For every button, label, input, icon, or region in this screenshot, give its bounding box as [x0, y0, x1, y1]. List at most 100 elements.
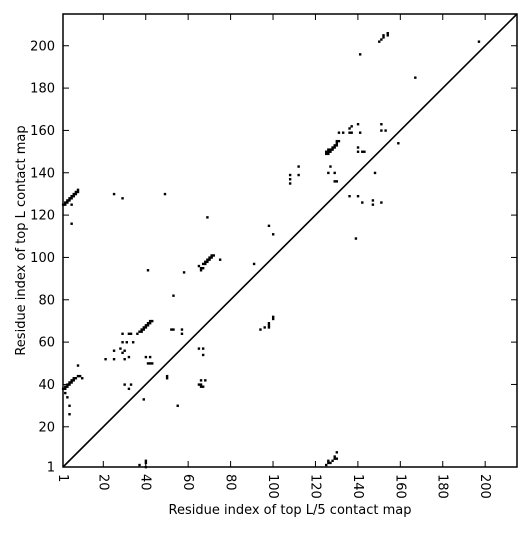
contact-point	[331, 148, 334, 151]
contact-point	[123, 383, 126, 386]
contact-point	[204, 260, 207, 264]
contact-point	[74, 192, 78, 196]
contact-point	[210, 254, 213, 257]
x-axis-label: Residue index of top L/5 contact map	[169, 503, 412, 518]
y-tick-label: 200	[30, 39, 55, 54]
contact-point	[165, 374, 169, 378]
contact-point	[327, 152, 330, 156]
y-tick-label: 80	[38, 293, 55, 308]
contact-point	[341, 131, 345, 134]
contact-point	[70, 194, 73, 198]
contact-point	[61, 387, 65, 391]
contact-point	[144, 326, 148, 329]
contact-point	[380, 129, 383, 132]
contact-point	[121, 341, 124, 344]
contact-point	[288, 182, 292, 185]
contact-point	[146, 324, 150, 327]
contact-point	[125, 341, 129, 344]
contact-point	[201, 353, 205, 357]
contact-point	[348, 127, 351, 130]
contact-point	[64, 201, 67, 204]
contact-point	[267, 224, 271, 228]
contact-point	[74, 377, 78, 380]
contact-point	[172, 328, 175, 331]
contact-point	[335, 142, 339, 145]
contact-point	[68, 381, 71, 384]
contact-point	[112, 357, 116, 361]
contact-point	[142, 328, 145, 331]
contact-point	[206, 260, 209, 264]
contact-point	[201, 385, 205, 388]
contact-point	[144, 324, 148, 327]
contact-point	[201, 347, 205, 350]
contact-point	[329, 148, 332, 151]
contact-point	[129, 332, 133, 335]
contact-point	[197, 383, 201, 386]
contact-point	[140, 328, 143, 331]
contact-point	[119, 347, 122, 350]
contact-point	[199, 379, 203, 382]
contact-point	[81, 377, 84, 380]
contact-point	[267, 324, 271, 327]
contact-point	[327, 461, 330, 465]
contact-point	[123, 349, 126, 352]
contact-point	[348, 194, 351, 198]
contact-point	[397, 142, 400, 145]
contact-point	[371, 199, 375, 202]
contact-point	[146, 269, 150, 272]
y-tick-label: 40	[38, 378, 55, 393]
contact-point	[199, 385, 203, 388]
contact-point	[356, 123, 360, 126]
contact-point	[66, 199, 69, 202]
contact-point	[112, 192, 116, 196]
contact-point	[123, 357, 126, 361]
contact-point	[252, 262, 256, 266]
x-axis-ticks: 1 20 40 60 80 100 120 140 160 180 200	[55, 14, 492, 499]
contact-point	[76, 190, 80, 194]
y-tick-label: 120	[30, 209, 55, 224]
contact-point	[66, 396, 69, 399]
x-tick-label: 1	[55, 474, 70, 482]
contact-point	[333, 455, 336, 458]
contact-point	[333, 457, 336, 460]
contact-point	[78, 374, 82, 378]
contact-point	[144, 465, 148, 469]
contact-point	[206, 258, 209, 261]
contact-point	[327, 148, 330, 151]
contact-point	[350, 131, 353, 134]
contact-point	[131, 341, 135, 344]
contact-point	[297, 173, 300, 177]
contact-point	[76, 364, 80, 367]
contact-point	[271, 317, 275, 321]
contact-point	[146, 362, 150, 365]
contact-point	[140, 330, 143, 333]
contact-point	[146, 322, 150, 325]
contact-point	[199, 266, 203, 270]
contact-point	[201, 266, 205, 270]
contact-point	[199, 383, 203, 386]
x-tick-label: 40	[138, 474, 153, 491]
contact-point	[414, 76, 417, 79]
contact-point	[68, 197, 71, 200]
contact-point	[148, 362, 152, 365]
y-tick-label: 1	[47, 461, 55, 476]
contact-point	[212, 254, 215, 257]
contact-point	[380, 123, 383, 126]
contact-point	[271, 315, 275, 319]
contact-point	[112, 349, 116, 352]
contact-point	[182, 271, 186, 274]
contact-point	[68, 413, 71, 416]
contact-point	[148, 355, 152, 359]
contact-point	[325, 463, 328, 467]
y-tick-label: 180	[30, 82, 55, 97]
contact-point	[127, 387, 131, 391]
contact-point	[70, 379, 73, 382]
contact-point	[350, 125, 353, 128]
plot-frame	[62, 13, 518, 468]
x-tick-label: 140	[350, 474, 365, 499]
contact-point	[218, 258, 222, 261]
contact-point	[121, 197, 124, 200]
contact-point	[335, 180, 339, 183]
contact-point	[333, 144, 336, 147]
